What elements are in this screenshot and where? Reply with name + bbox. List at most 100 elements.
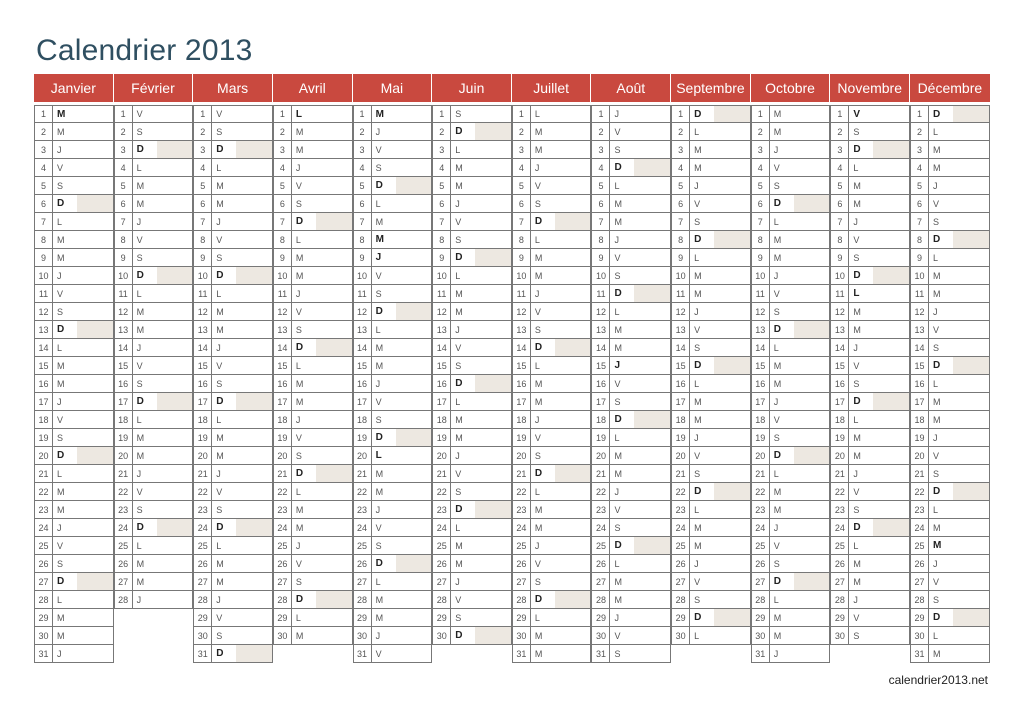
day-cell: 10 V xyxy=(352,267,433,285)
note-space xyxy=(157,537,193,554)
note-space xyxy=(236,267,272,284)
day-cell: 13 M xyxy=(193,321,273,339)
weekday-letter: D xyxy=(136,396,144,407)
day-cell: 11 V xyxy=(34,285,114,303)
weekday-letter: S xyxy=(57,180,64,191)
note-space xyxy=(316,573,352,590)
day-cell: 17 V xyxy=(352,393,433,411)
day-cell: 15 V xyxy=(193,357,273,375)
note-space xyxy=(475,267,511,284)
note-space xyxy=(157,357,193,374)
note-space xyxy=(236,519,272,536)
note-space xyxy=(714,501,750,518)
weekday-letter: D xyxy=(853,270,861,281)
note-space xyxy=(953,645,989,662)
weekday-letter: D xyxy=(694,360,702,371)
note-space xyxy=(634,375,670,392)
day-number: 15 xyxy=(592,357,611,374)
weekday-letter: J xyxy=(136,594,142,605)
note-space xyxy=(634,519,670,536)
day-number: 13 xyxy=(194,321,213,338)
note-space xyxy=(953,339,989,356)
day-number: 20 xyxy=(513,447,531,464)
day-number: 12 xyxy=(35,303,53,320)
day-number: 23 xyxy=(911,501,930,518)
day-cell: 13 S xyxy=(511,321,592,339)
day-number: 24 xyxy=(911,519,930,536)
day-number: 2 xyxy=(672,123,691,140)
note-space xyxy=(873,285,909,302)
weekday-letter: D xyxy=(216,270,224,281)
weekday-letter: M xyxy=(57,252,65,263)
day-number: 23 xyxy=(274,501,292,518)
weekday-letter: L xyxy=(455,144,461,155)
weekday-letter: L xyxy=(534,612,540,623)
day-number: 21 xyxy=(513,465,531,482)
weekday-letter: M xyxy=(933,144,941,155)
day-cell: 24 J xyxy=(34,519,114,537)
day-cell: 17 J xyxy=(750,393,831,411)
day-cell: 26 V xyxy=(272,555,353,573)
weekday-letter: M xyxy=(57,486,65,497)
day-number: 16 xyxy=(513,375,531,392)
note-space xyxy=(77,106,113,122)
day-number: 27 xyxy=(513,573,531,590)
day-cell: 26 J xyxy=(671,555,751,573)
day-number: 4 xyxy=(672,159,691,176)
note-space xyxy=(953,591,989,608)
day-cell: 21 J xyxy=(113,465,194,483)
day-number: 7 xyxy=(194,213,213,230)
note-space xyxy=(315,213,352,230)
day-cell: 18 M xyxy=(671,411,751,429)
weekday-letter: L xyxy=(933,252,939,263)
weekday-letter: V xyxy=(375,648,382,659)
note-space xyxy=(395,177,432,194)
weekday-letter: J xyxy=(57,144,62,155)
weekday-letter: M xyxy=(694,414,702,425)
day-cell: 17 M xyxy=(272,393,353,411)
weekday-letter: M xyxy=(614,468,622,479)
weekday-letter: D xyxy=(455,630,463,641)
month-column: Février 1 V 2 S 3 D 4 L 5 M 6 M 7 J 8 V 9 S 10 D 11 L 12 M 13 M 14 J… xyxy=(113,74,194,663)
note-space xyxy=(873,123,909,140)
note-space xyxy=(157,429,193,446)
day-number: 27 xyxy=(194,573,213,590)
day-number: 6 xyxy=(35,195,53,212)
weekday-letter: M xyxy=(375,234,384,245)
note-space xyxy=(634,123,670,140)
weekday-letter: V xyxy=(534,306,541,317)
note-space xyxy=(475,177,511,194)
day-number: 10 xyxy=(672,267,691,284)
day-cell: 15 M xyxy=(34,357,114,375)
weekday-letter: J xyxy=(933,306,938,317)
day-cell: 16 S xyxy=(193,375,273,393)
day-cell: 18 V xyxy=(750,411,831,429)
note-space xyxy=(475,231,511,248)
note-space xyxy=(316,303,352,320)
day-cell: 16 L xyxy=(910,375,990,393)
day-cell: 31 D xyxy=(193,645,273,663)
note-space xyxy=(794,249,830,266)
day-cell: 23 L xyxy=(671,501,751,519)
weekday-letter: D xyxy=(534,468,543,479)
day-number: 2 xyxy=(911,123,930,140)
weekday-letter: S xyxy=(933,468,940,479)
day-cell: 14 D xyxy=(272,339,353,357)
note-space xyxy=(794,285,830,302)
day-number: 19 xyxy=(115,429,133,446)
day-number: 21 xyxy=(831,465,850,482)
day-cell: 23 J xyxy=(352,501,433,519)
